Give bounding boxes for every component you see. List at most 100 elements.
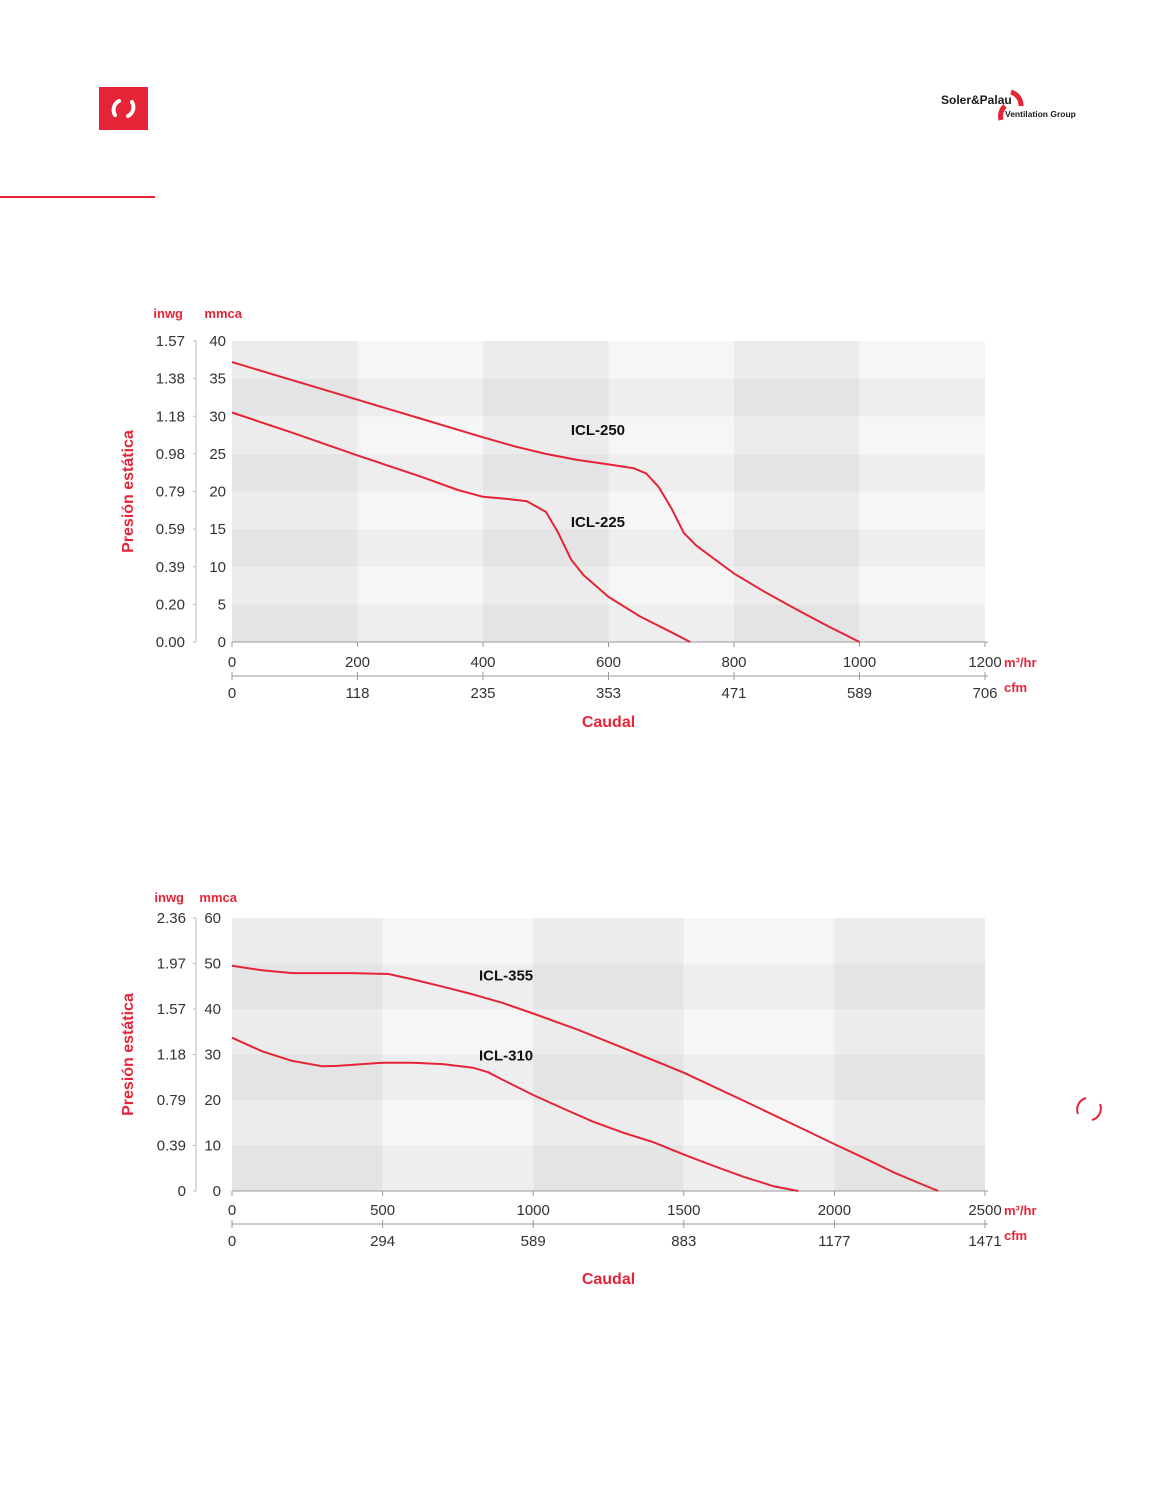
- x-tick-label: 500: [370, 1202, 395, 1219]
- grid-band: [232, 1100, 383, 1146]
- y-tick-label: 10: [204, 1138, 221, 1155]
- grid-band: [483, 529, 609, 567]
- x-unit-primary: m³/hr: [1004, 655, 1037, 670]
- y-unit-primary: mmca: [204, 306, 242, 321]
- grid-band: [734, 491, 860, 530]
- grid-band: [483, 416, 609, 454]
- y-tick-label: 0: [218, 634, 226, 651]
- grid-band: [608, 416, 734, 454]
- x-tick-label: 1000: [843, 654, 876, 671]
- x-tick-label-secondary: 589: [521, 1233, 546, 1250]
- grid-band: [608, 341, 734, 379]
- x-tick-label: 1500: [667, 1202, 700, 1219]
- grid-band: [533, 1100, 684, 1146]
- grid-band: [859, 604, 985, 642]
- x-tick-label-secondary: 589: [847, 685, 872, 702]
- grid-band: [357, 378, 483, 417]
- y-tick-label-secondary: 2.36: [157, 910, 186, 927]
- grid-band: [357, 604, 483, 642]
- y-axis-title: Presión estática: [120, 993, 137, 1116]
- grid-band: [232, 453, 358, 492]
- y-unit-secondary: inwg: [153, 306, 183, 321]
- grid-band: [608, 453, 734, 492]
- grid-band: [232, 1145, 383, 1191]
- circular-arrows-icon: [1076, 1097, 1102, 1121]
- series-line-icl-250: [231, 361, 860, 643]
- series-line-icl-225: [231, 411, 691, 643]
- grid-band: [357, 453, 483, 492]
- grid-band: [483, 566, 609, 605]
- y-tick-label-secondary: 0.98: [156, 446, 185, 463]
- y-tick-label: 20: [204, 1092, 221, 1109]
- grid-band: [859, 416, 985, 454]
- series-line-icl-310: [231, 1036, 799, 1192]
- x-tick-label: 1200: [968, 654, 1001, 671]
- x-tick-label: 400: [470, 654, 495, 671]
- grid-band: [483, 378, 609, 417]
- y-tick-label: 60: [204, 910, 221, 927]
- grid-band: [859, 491, 985, 530]
- grid-band: [859, 341, 985, 379]
- series-label-icl-355: ICL-355: [479, 967, 533, 984]
- grid-band: [533, 963, 684, 1009]
- x-axis-title: Caudal: [582, 714, 635, 731]
- y-tick-label: 40: [209, 333, 226, 350]
- grid-band: [608, 491, 734, 530]
- grid-band: [834, 1100, 985, 1146]
- grid-band: [357, 566, 483, 605]
- grid-band: [357, 341, 483, 379]
- grid-band: [859, 453, 985, 492]
- x-tick-label: 800: [721, 654, 746, 671]
- x-tick-label-secondary: 353: [596, 685, 621, 702]
- y-tick-label-secondary: 1.38: [156, 371, 185, 388]
- grid-band: [734, 416, 860, 454]
- grid-band: [533, 918, 684, 964]
- grid-band: [608, 566, 734, 605]
- y-tick-label: 40: [204, 1001, 221, 1018]
- x-tick-label-secondary: 118: [346, 685, 370, 702]
- y-tick-label: 35: [209, 371, 226, 388]
- x-axis-title: Caudal: [582, 1271, 635, 1288]
- x-tick-label: 2500: [968, 1202, 1001, 1219]
- grid-band: [232, 1009, 383, 1055]
- plot-background: [232, 918, 985, 1191]
- grid-band: [734, 453, 860, 492]
- y-tick-label: 30: [204, 1047, 221, 1064]
- grid-band: [533, 1145, 684, 1191]
- y-tick-label-secondary: 0.79: [157, 1092, 186, 1109]
- grid-band: [232, 918, 383, 964]
- grid-band: [232, 604, 358, 642]
- x-unit-secondary: cfm: [1004, 1228, 1027, 1243]
- y-axis-title: Presión estática: [120, 430, 137, 553]
- y-tick-label: 50: [204, 956, 221, 973]
- x-tick-label: 0: [228, 654, 236, 671]
- grid-band: [834, 1145, 985, 1191]
- grid-band: [357, 416, 483, 454]
- grid-band: [734, 378, 860, 417]
- grid-band: [232, 491, 358, 530]
- y-tick-label-secondary: 1.57: [156, 333, 185, 350]
- y-tick-label: 25: [209, 446, 226, 463]
- grid-band: [683, 1100, 835, 1146]
- x-tick-label-secondary: 471: [721, 685, 746, 702]
- grid-band: [357, 529, 483, 567]
- grid-band: [683, 963, 835, 1009]
- grid-band: [483, 453, 609, 492]
- grid-band: [859, 378, 985, 417]
- x-tick-label-secondary: 0: [228, 1233, 236, 1250]
- grid-band: [483, 341, 609, 379]
- series-line-icl-355: [231, 964, 939, 1192]
- grid-band: [382, 918, 534, 964]
- grid-band: [483, 604, 609, 642]
- grid-band: [608, 378, 734, 417]
- x-tick-label-secondary: 1471: [968, 1233, 1001, 1250]
- brand-subtitle: Ventilation Group: [1005, 109, 1076, 119]
- page-mark: [1072, 1092, 1106, 1126]
- brand-name: Soler&Palau: [941, 93, 1012, 107]
- y-unit-primary: mmca: [199, 890, 237, 905]
- y-tick-label: 0: [213, 1183, 221, 1200]
- y-tick-label: 20: [209, 484, 226, 501]
- x-tick-label: 0: [228, 1202, 236, 1219]
- grid-band: [382, 1100, 534, 1146]
- x-tick-label: 200: [345, 654, 370, 671]
